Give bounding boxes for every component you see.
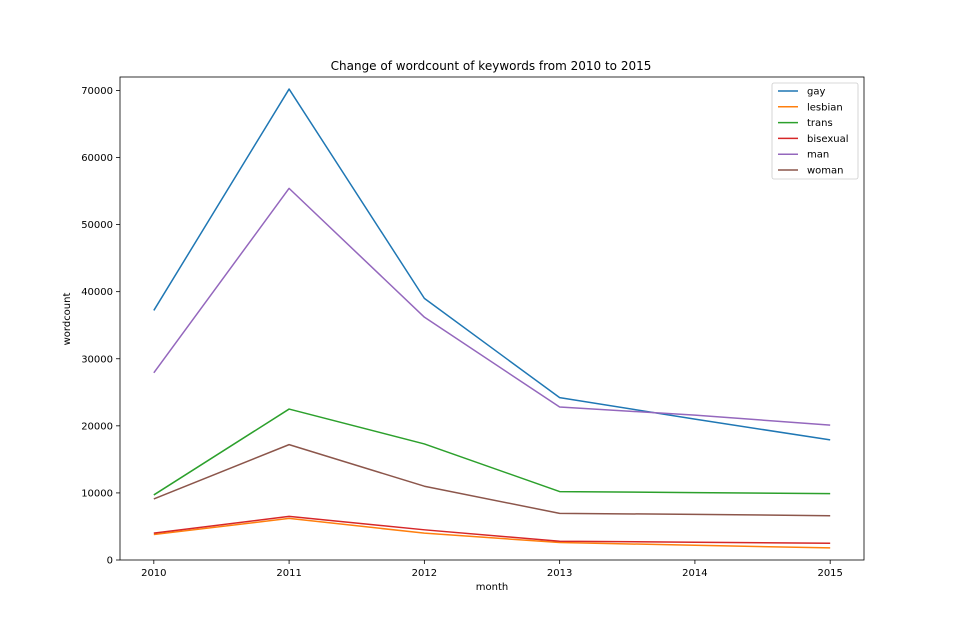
- legend-label-trans: trans: [807, 118, 833, 129]
- legend-label-woman: woman: [807, 166, 844, 177]
- series-line-lesbian: [153, 517, 831, 549]
- plot-frame: [119, 76, 865, 561]
- series-line-woman: [153, 443, 831, 517]
- series-line-trans: [153, 408, 831, 496]
- series-line-bisexual: [153, 515, 831, 544]
- series-line-man: [153, 187, 831, 426]
- y-axis-ticks: 0 10000 20000 30000 40000 50000 60000 70000: [81, 86, 120, 567]
- y-tick-label: 0: [107, 556, 113, 567]
- legend-label-man: man: [807, 150, 829, 161]
- y-tick-label: 70000: [81, 86, 113, 97]
- legend-label-gay: gay: [807, 87, 825, 98]
- legend-label-lesbian: lesbian: [807, 102, 843, 113]
- legend-label-bisexual: bisexual: [807, 134, 848, 145]
- chart-title: Change of wordcount of keywords from 201…: [331, 59, 652, 73]
- x-tick-label: 2014: [682, 568, 707, 579]
- series-line-gay: [153, 88, 831, 441]
- x-axis-title: month: [476, 582, 508, 593]
- x-tick-label: 2013: [547, 568, 572, 579]
- x-tick-label: 2010: [141, 568, 166, 579]
- x-tick-label: 2012: [412, 568, 437, 579]
- series-lines: [153, 88, 831, 549]
- y-tick-label: 50000: [81, 220, 113, 231]
- y-tick-label: 40000: [81, 287, 113, 298]
- y-tick-label: 60000: [81, 153, 113, 164]
- x-tick-label: 2011: [276, 568, 301, 579]
- y-tick-label: 20000: [81, 421, 113, 432]
- y-axis-title: wordcount: [62, 293, 73, 346]
- x-tick-label: 2015: [817, 568, 842, 579]
- y-tick-label: 30000: [81, 354, 113, 365]
- legend: gay lesbian trans bisexual man woman: [771, 82, 859, 180]
- y-tick-label: 10000: [81, 488, 113, 499]
- x-axis-ticks: 2010 2011 2012 2013 2014 2015: [141, 560, 843, 579]
